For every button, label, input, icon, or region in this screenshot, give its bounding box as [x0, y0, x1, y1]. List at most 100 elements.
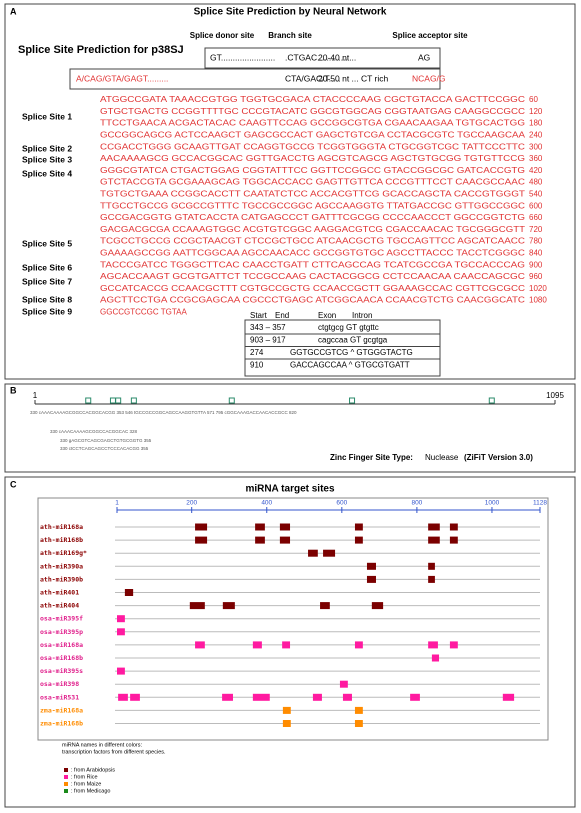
target-site	[428, 536, 440, 544]
sequence-position: 360	[529, 154, 543, 163]
consensus-box	[69, 68, 441, 90]
mirna-name: osa-miR168a	[40, 641, 83, 649]
tick-label: 400	[261, 500, 272, 507]
mirna-name: osa-miR395f	[40, 615, 83, 623]
target-site	[502, 693, 515, 701]
tick-label: 1128	[533, 500, 547, 507]
sequence-line: TACCCGATCC TGGGCTTCAC CAACCTGATT CTTCAGC…	[100, 260, 525, 269]
sequence-position: 600	[529, 201, 543, 210]
mirna-name: osa-miR168b	[40, 654, 83, 662]
sequence-position: 720	[529, 225, 543, 234]
sequence-line: GGCCGTCCGC TGTAA	[100, 308, 187, 317]
mirna-name: ath-miR404	[40, 602, 79, 610]
consensus: GT.......................	[210, 52, 275, 62]
target-site	[222, 602, 235, 610]
target-site	[354, 641, 363, 649]
target-site	[449, 536, 458, 544]
target-site	[189, 602, 205, 610]
sequence-line: ATGGCCGATA TAAACCGTGG TGGTGCGACA CTACCCC…	[100, 95, 525, 104]
target-site	[252, 693, 270, 701]
target-site	[255, 523, 265, 531]
tick-label: 1	[33, 391, 38, 400]
target-site	[282, 706, 291, 714]
panel-label: B	[10, 385, 17, 395]
mirna-name: osa-miR395p	[40, 628, 83, 636]
consensus: A/CAG/GTA/GAGT.........	[76, 73, 168, 83]
sequence-position: 1020	[529, 284, 547, 293]
header-label: Splice donor site	[190, 31, 255, 40]
legend-label: : from Maize	[71, 781, 101, 787]
legend-swatch	[64, 789, 68, 793]
sequence-line: CCGACCTGGG GCAAGTTGAT CCAGGTGCCG TCGGTGG…	[100, 142, 525, 151]
sequence-line: GCCGACGGTG GTATCACCTA CATGAGCCCT GATTTCG…	[100, 213, 525, 222]
table-cell: 910	[250, 361, 264, 370]
sequence-position: 180	[529, 119, 543, 128]
sequence-line: AACAAAAGCG GCCACGGCAC GGTTGACCTG AGCGTCA…	[100, 154, 525, 163]
sequence-position: 900	[529, 260, 543, 269]
header-label: Branch site	[268, 31, 312, 40]
sequence-line: TGTGCTGAAA CCGGCACCTT CAATATCTCC ACCACGT…	[100, 190, 525, 199]
target-site	[312, 693, 322, 701]
mirna-name: osa-miR395s	[40, 667, 83, 675]
table-header: Exon	[318, 311, 336, 320]
target-site	[124, 589, 134, 596]
consensus: .CTGAC.............	[285, 52, 348, 62]
consensus: 20-50 nt ... CT rich	[318, 73, 389, 83]
table-cell: 274	[250, 348, 264, 357]
subtitle: Splice Site Prediction for p38SJ	[18, 44, 184, 56]
sequence-line: AGCACCAAGT GCGTGATTCT TCCGCCAAG CACTACGG…	[100, 272, 525, 281]
splice-site-label: Splice Site 7	[22, 276, 72, 286]
target-site	[323, 549, 336, 557]
zinc-finger-site	[85, 397, 92, 404]
target-site	[428, 575, 435, 583]
target-site	[279, 523, 291, 531]
table-cell: ctgtgcg GT gtgttc	[318, 323, 379, 332]
target-site	[279, 536, 291, 544]
table-cell: GGTGCCGTCG ^ GTGGGTACTG	[290, 348, 413, 357]
table-cell: GACCAGCCAA ^ GTGCGTGATT	[290, 361, 410, 370]
target-site	[195, 536, 208, 544]
sequence-position: 300	[529, 142, 543, 151]
table-frame	[244, 319, 441, 377]
target-site	[449, 641, 458, 649]
zinc-finger-site	[109, 397, 116, 404]
splice-site-label: Splice Site 3	[22, 154, 72, 164]
target-site	[371, 602, 384, 610]
target-site	[449, 523, 458, 531]
target-site	[308, 549, 318, 557]
target-site	[195, 523, 208, 531]
splice-site-label: Splice Site 8	[22, 294, 72, 304]
sequence-line: GTGCTGACTG CCGGTTTTGC CCCGTACATC GGCGTGG…	[100, 107, 525, 116]
target-site	[339, 680, 348, 688]
tick-label: 600	[336, 500, 347, 507]
table-cell: cagccaa GT gcgtga	[318, 336, 388, 345]
sequence-line: GGGCGTATCA CTGACTGGAG CGGTATTTCC GGTTCCG…	[100, 166, 525, 175]
table-header: Start	[250, 311, 268, 320]
target-site	[117, 615, 125, 623]
table-header: End	[275, 311, 289, 320]
target-site	[354, 523, 363, 531]
target-site	[342, 693, 352, 701]
target-site	[410, 693, 420, 701]
target-site	[195, 641, 205, 649]
panel-b-frame	[4, 383, 576, 473]
zinc-finger-site	[349, 397, 356, 404]
legend-label: : from Medicago	[71, 788, 110, 794]
mirna-name: zma-miR168a	[40, 706, 83, 714]
tick-label: 800	[411, 500, 422, 507]
sequence-snippet: 330 cAAACAAAAGCGGCCACGGCACGG 353 546 tGC…	[30, 410, 297, 415]
sequence-line: TCGCCTGCCG CCGCTAACGT CTCCGCTGCC ATCAACG…	[100, 237, 525, 246]
panel-c-frame	[4, 476, 576, 808]
target-site	[117, 667, 125, 675]
sequence-position: 120	[529, 107, 543, 116]
caption: (ZiFiT Version 3.0)	[464, 453, 533, 462]
splice-site-label: Splice Site 5	[22, 238, 72, 248]
legend-swatch	[64, 782, 68, 786]
legend-label: : from Rice	[71, 774, 98, 780]
legend-label: : from Arabidopsis	[71, 767, 115, 773]
target-site	[428, 562, 435, 570]
tick-label: 1	[115, 500, 119, 507]
sequence-snippet: 330 cAAACAAAAGCGGCCACGGCAC 328	[50, 429, 138, 434]
target-site	[282, 720, 291, 727]
